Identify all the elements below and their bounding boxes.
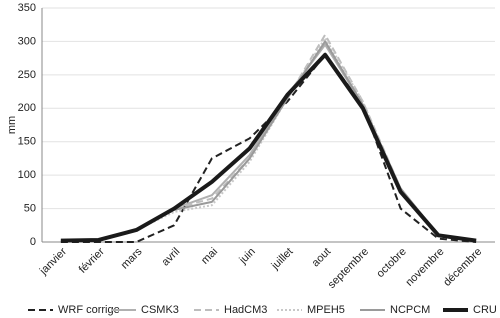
legend-label: CSMK3 <box>141 304 179 316</box>
y-tick-label: 150 <box>18 136 36 148</box>
line <box>60 43 477 242</box>
line <box>60 52 477 243</box>
x-tick-label: mars <box>119 245 145 271</box>
line <box>60 53 477 243</box>
x-tick-label: décembre <box>441 246 484 289</box>
y-tick-label: 100 <box>18 169 36 181</box>
x-tick-label: avril <box>160 246 183 269</box>
x-tick-label: novembre <box>403 246 446 289</box>
y-tick-label: 50 <box>24 202 36 214</box>
y-tick-label: 0 <box>30 236 36 248</box>
legend-label: HadCM3 <box>224 304 267 316</box>
x-tick-label: juin <box>236 246 257 267</box>
y-tick-label: 250 <box>18 69 36 81</box>
x-tick-label: aout <box>310 246 334 270</box>
x-tick-label: février <box>77 245 107 275</box>
x-tick-label: octobre <box>374 246 408 280</box>
x-tick-label: mai <box>199 246 220 267</box>
y-tick-label: 300 <box>18 35 36 47</box>
legend-label: NCPCM <box>390 304 430 316</box>
y-tick-label: 200 <box>18 102 36 114</box>
legend-label: CRU <box>473 304 497 316</box>
legend-label: MPEH5 <box>307 304 345 316</box>
line <box>60 40 477 242</box>
legend-label: WRF corrige <box>58 304 120 316</box>
x-tick-label: juillet <box>269 246 296 273</box>
x-tick-label: septembre <box>326 246 371 291</box>
y-tick-label: 350 <box>18 2 36 14</box>
y-axis-label: mm <box>6 116 18 134</box>
x-tick-label: janvier <box>37 245 69 277</box>
line <box>60 37 477 242</box>
